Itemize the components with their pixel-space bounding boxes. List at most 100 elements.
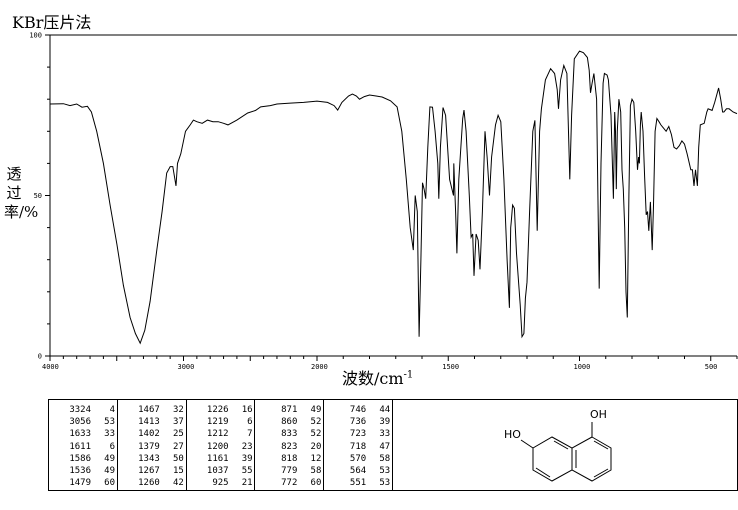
peak-wavenumber: 570 <box>349 453 367 464</box>
peak-table-row: 1212 7 <box>195 428 255 440</box>
peak-table-row: 1479 60 <box>57 477 117 489</box>
peak-transmittance: 52 <box>310 417 322 428</box>
peak-transmittance: 37 <box>172 417 184 428</box>
peak-wavenumber: 925 <box>212 478 229 489</box>
peak-wavenumber: 1586 <box>69 453 91 464</box>
peak-wavenumber: 779 <box>281 466 298 477</box>
peak-table-row: 1226 16 <box>195 404 255 416</box>
peak-table-row: 1413 37 <box>126 416 186 428</box>
peak-table-row: 1267 15 <box>126 465 186 477</box>
peak-table-row: 1611 6 <box>57 441 117 453</box>
peak-table-row: 925 21 <box>195 477 255 489</box>
x-axis-label-text: 波数/cm <box>342 369 404 388</box>
peak-transmittance: 20 <box>310 441 322 452</box>
peak-transmittance: 42 <box>172 478 184 489</box>
y-tick-label: 100 <box>29 32 42 40</box>
peak-wavenumber: 551 <box>349 478 367 489</box>
x-tick-label: 2000 <box>311 363 328 371</box>
peak-wavenumber: 1536 <box>69 466 91 477</box>
structure-box <box>393 399 738 491</box>
peak-wavenumber: 871 <box>281 405 298 415</box>
peak-transmittance: 33 <box>104 429 115 440</box>
peak-wavenumber: 1413 <box>138 417 160 428</box>
peak-transmittance: 53 <box>104 417 115 428</box>
peak-transmittance: 49 <box>104 466 115 477</box>
peak-transmittance: 16 <box>241 405 253 415</box>
x-tick-label: 4000 <box>42 363 59 371</box>
ir-spectrum-plot: 4000 3000 2000 1500 1000 500 0 50 100 <box>29 32 738 371</box>
peak-table-row: 1161 39 <box>195 453 255 465</box>
peak-table-row: 1467 32 <box>126 404 186 416</box>
y-tick-label: 0 <box>38 353 42 361</box>
peak-wavenumber: 1219 <box>206 417 229 428</box>
peak-table-row: 1200 23 <box>195 441 255 453</box>
peak-table-row: 1037 55 <box>195 465 255 477</box>
x-tick-label: 500 <box>705 363 718 371</box>
peak-table: 3324 4 3056 53 1633 33 1611 6 1586 49 1536 49 1479 60… <box>48 399 393 491</box>
peak-transmittance: 53 <box>379 466 391 477</box>
spectrum-line <box>49 50 738 345</box>
peak-table-row: 3056 53 <box>57 416 117 428</box>
x-tick-label: 1000 <box>574 363 591 371</box>
x-axis-label-exponent: -1 <box>403 369 414 381</box>
peak-wavenumber: 746 <box>349 405 367 415</box>
peak-transmittance: 4 <box>109 405 115 415</box>
peak-table-row: 1219 6 <box>195 416 255 428</box>
peak-wavenumber: 1226 <box>206 405 229 415</box>
peak-table-column: 871 49 860 52 833 52 823 20 818 12 779 58 772 60 <box>255 400 325 490</box>
peak-wavenumber: 736 <box>349 417 367 428</box>
peak-transmittance: 27 <box>172 441 184 452</box>
peak-table-row: 1260 42 <box>126 477 186 489</box>
peak-wavenumber: 723 <box>349 429 367 440</box>
peak-transmittance: 39 <box>241 453 253 464</box>
peak-transmittance: 6 <box>247 417 253 428</box>
peak-wavenumber: 564 <box>349 466 367 477</box>
peak-table-row: 823 20 <box>263 441 323 453</box>
peak-wavenumber: 1633 <box>69 429 91 440</box>
peak-wavenumber: 1343 <box>138 453 160 464</box>
peak-table-row: 551 53 <box>332 477 392 489</box>
peak-transmittance: 39 <box>379 417 391 428</box>
chart-title: KBr压片法 <box>12 13 92 32</box>
peak-transmittance: 33 <box>379 429 391 440</box>
peak-wavenumber: 1479 <box>69 478 91 489</box>
peak-transmittance: 32 <box>172 405 184 415</box>
peak-transmittance: 53 <box>379 478 391 489</box>
peak-transmittance: 12 <box>310 453 322 464</box>
peak-table-column: 746 44 736 39 723 33 718 47 570 58 564 53 551 53 <box>324 400 392 490</box>
peak-transmittance: 49 <box>104 453 115 464</box>
peak-wavenumber: 860 <box>281 417 298 428</box>
peak-transmittance: 52 <box>310 429 322 440</box>
peak-table-row: 1379 27 <box>126 441 186 453</box>
peak-transmittance: 7 <box>247 429 253 440</box>
peak-wavenumber: 1467 <box>138 405 160 415</box>
peak-transmittance: 58 <box>379 453 391 464</box>
peak-table-row: 746 44 <box>332 404 392 416</box>
peak-wavenumber: 818 <box>281 453 298 464</box>
peak-wavenumber: 1212 <box>206 429 229 440</box>
peak-table-row: 860 52 <box>263 416 323 428</box>
peak-table-row: 1536 49 <box>57 465 117 477</box>
peak-wavenumber: 1200 <box>206 441 229 452</box>
peak-transmittance: 47 <box>379 441 391 452</box>
peak-wavenumber: 833 <box>281 429 298 440</box>
peak-transmittance: 60 <box>310 478 322 489</box>
peak-transmittance: 25 <box>172 429 184 440</box>
peak-table-row: 3324 4 <box>57 404 117 416</box>
peak-table-row: 736 39 <box>332 416 392 428</box>
peak-table-row: 723 33 <box>332 428 392 440</box>
peak-table-row: 833 52 <box>263 428 323 440</box>
peak-wavenumber: 1161 <box>206 453 229 464</box>
peak-transmittance: 15 <box>172 466 184 477</box>
peak-transmittance: 58 <box>310 466 322 477</box>
peak-wavenumber: 1260 <box>138 478 160 489</box>
peak-table-row: 818 12 <box>263 453 323 465</box>
peak-transmittance: 21 <box>241 478 253 489</box>
peak-table-row: 772 60 <box>263 477 323 489</box>
peak-table-row: 1402 25 <box>126 428 186 440</box>
peak-wavenumber: 1611 <box>69 441 91 452</box>
y-tick-label: 50 <box>34 192 42 200</box>
peak-wavenumber: 3056 <box>69 417 91 428</box>
x-tick-label: 1500 <box>442 363 459 371</box>
peak-wavenumber: 1267 <box>138 466 160 477</box>
